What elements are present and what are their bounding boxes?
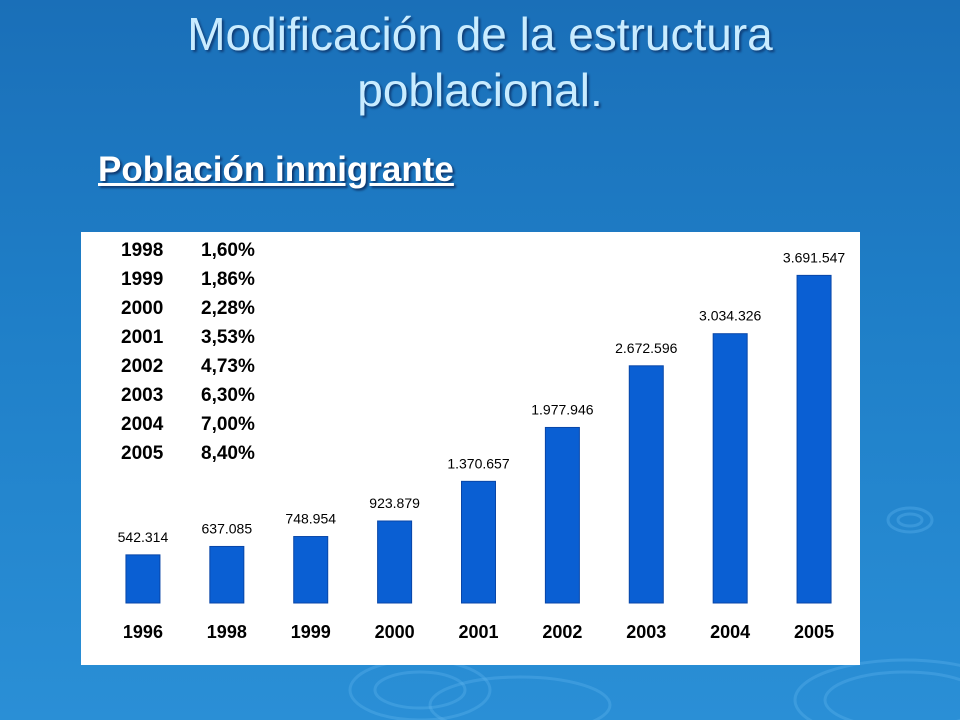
bar-2004 <box>712 333 748 604</box>
percent-row-year: 1999 <box>121 269 164 290</box>
bar-value-label: 3.691.547 <box>783 249 845 265</box>
percent-row-value: 1,86% <box>201 269 255 290</box>
bar-2001 <box>461 480 496 604</box>
percent-row-year: 2005 <box>121 443 164 464</box>
bar-value-label: 748.954 <box>285 511 336 527</box>
percent-row: 2005 8,40% <box>121 439 255 468</box>
percent-row: 2003 6,30% <box>121 381 255 410</box>
slide-subtitle: Población inmigrante <box>98 150 454 189</box>
bar-1996 <box>125 554 161 604</box>
bar-2003 <box>628 365 664 604</box>
percent-row-year: 2004 <box>121 414 164 435</box>
bar-2002 <box>544 426 580 604</box>
bar-value-label: 637.085 <box>202 520 253 536</box>
x-tick-label: 2001 <box>458 622 498 642</box>
percent-row-value: 2,28% <box>201 298 255 319</box>
percent-row: 1999 1,86% <box>121 265 255 294</box>
percent-row-value: 4,73% <box>201 356 255 377</box>
percent-row-year: 1998 <box>121 240 164 261</box>
x-tick-label: 2003 <box>626 622 666 642</box>
percent-row: 2001 3,53% <box>121 323 255 352</box>
percent-row-value: 6,30% <box>201 385 255 406</box>
x-tick-label: 1998 <box>207 622 247 642</box>
bar-value-label: 3.034.326 <box>699 308 761 324</box>
x-tick-label: 2002 <box>542 622 582 642</box>
x-tick-label: 1996 <box>123 622 163 642</box>
percent-row: 2002 4,73% <box>121 352 255 381</box>
percent-row: 2000 2,28% <box>121 294 255 323</box>
x-tick-label: 2005 <box>794 622 834 642</box>
percent-row: 1998 1,60% <box>121 236 255 265</box>
bar-2005 <box>796 274 832 604</box>
percent-row-year: 2003 <box>121 385 164 406</box>
percent-row-year: 2000 <box>121 298 164 319</box>
percent-row-value: 8,40% <box>201 443 255 464</box>
bar-value-label: 1.370.657 <box>447 455 509 471</box>
bar-1998 <box>209 545 245 604</box>
bar-value-label: 923.879 <box>369 495 420 511</box>
bar-value-label: 1.977.946 <box>531 401 593 417</box>
slide-title-line2: poblacional. <box>357 64 603 116</box>
x-tick-label: 2004 <box>710 622 750 642</box>
percent-row-value: 7,00% <box>201 414 255 435</box>
bar-2000 <box>377 520 413 604</box>
x-tick-label: 2000 <box>375 622 415 642</box>
percent-row: 2004 7,00% <box>121 410 255 439</box>
bar-value-label: 542.314 <box>118 529 169 545</box>
percent-row-year: 2002 <box>121 356 164 377</box>
percent-row-year: 2001 <box>121 327 164 348</box>
bar-value-label: 2.672.596 <box>615 340 677 356</box>
slide-title: Modificación de la estructura poblaciona… <box>0 6 960 118</box>
bar-chart: 542.314 1996 637.085 1998 748.954 1999 923.879… <box>118 249 846 642</box>
bar-1999 <box>293 536 329 604</box>
chart-panel: 1998 1,60% 1999 1,86% 2000 2,28% 2001 3,53% 2002… <box>81 232 860 665</box>
x-tick-label: 1999 <box>291 622 331 642</box>
slide-title-line1: Modificación de la estructura <box>187 8 773 60</box>
percent-row-value: 1,60% <box>201 240 255 261</box>
percent-table: 1998 1,60% 1999 1,86% 2000 2,28% 2001 3,53% 2002… <box>121 236 255 468</box>
percent-row-value: 3,53% <box>201 327 255 348</box>
